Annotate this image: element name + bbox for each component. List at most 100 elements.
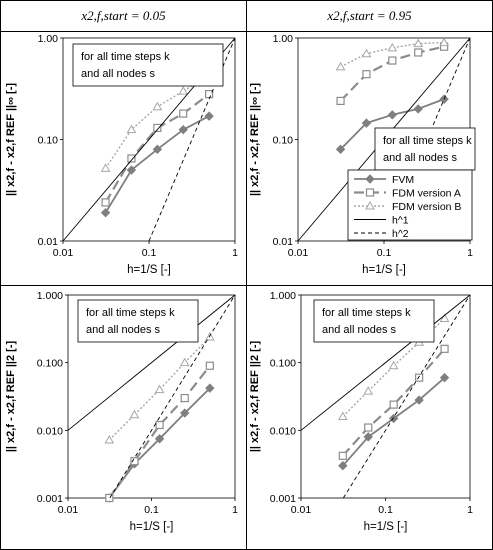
x-axis-label: h=1/S [-] bbox=[127, 264, 171, 276]
annotation-frame bbox=[77, 299, 199, 343]
legend-marker bbox=[365, 174, 375, 184]
data-point-fvm bbox=[335, 144, 346, 155]
data-point-fdm-version-b bbox=[178, 86, 189, 95]
data-point-fdm-version-b bbox=[388, 360, 399, 370]
legend-marker bbox=[365, 188, 375, 197]
data-point-fdm-version-b bbox=[439, 37, 449, 47]
series-line-fdm-version-a bbox=[339, 45, 445, 102]
data-point-fvm bbox=[387, 110, 398, 120]
data-point-fdm-version-a bbox=[415, 373, 424, 382]
annotation-text: for all time steps k bbox=[383, 135, 472, 147]
y-tick-label: 0.001 bbox=[37, 493, 63, 505]
annotation-box: for all time steps k and all nodes s bbox=[77, 299, 199, 343]
annotation-text: and all nodes s bbox=[322, 324, 396, 336]
data-point-fvm bbox=[154, 434, 165, 444]
x-tick-label: 1 bbox=[232, 504, 238, 516]
x-tick-label: 1 bbox=[467, 504, 473, 516]
legend-label: h^2 bbox=[392, 228, 409, 240]
x-tick-label: 1 bbox=[232, 247, 238, 259]
annotation-box: for all time steps k and all nodes s bbox=[374, 127, 476, 171]
chart-bottom-left: 0.01 0.1 1 0.001 0.010 0.100 1.000 for all time… bbox=[5, 290, 238, 533]
data-point-fdm-version-b bbox=[439, 313, 450, 322]
x-axis-label: h=1/S [-] bbox=[364, 521, 408, 533]
y-tick-label: 1.000 bbox=[37, 290, 63, 302]
data-point-fdm-version-a bbox=[336, 96, 345, 106]
x-tick-label: 1 bbox=[467, 247, 473, 259]
data-point-fdm-version-a bbox=[388, 56, 397, 65]
header-cell-right bbox=[246, 0, 493, 32]
series-line-fdm-version-b bbox=[108, 336, 211, 441]
data-point-fdm-version-b bbox=[129, 409, 140, 419]
y-tick-label: 0.100 bbox=[37, 358, 63, 370]
data-point-fvm bbox=[204, 111, 214, 121]
header-left: x2,f,start = 0.05 bbox=[81, 8, 166, 23]
data-point-fdm-version-a bbox=[179, 109, 188, 118]
y-tick-label: 1.000 bbox=[270, 290, 296, 302]
y-axis-label: || x2,f - x2,f REF ||∞ [-] bbox=[249, 83, 261, 196]
data-point-fdm-version-a bbox=[389, 400, 398, 409]
legend-label: h^1 bbox=[392, 215, 409, 227]
series-line-fdm-version-a bbox=[108, 365, 211, 499]
x-axis-label: h=1/S [-] bbox=[362, 264, 406, 276]
data-point-fvm bbox=[205, 383, 215, 393]
y-tick-label: 0.010 bbox=[37, 425, 63, 437]
annotation-text: for all time steps k bbox=[322, 307, 411, 319]
x-tick-label: 0.01 bbox=[291, 504, 312, 516]
annotation-text: and all nodes s bbox=[383, 152, 457, 164]
series-line-h-1 bbox=[67, 294, 236, 431]
y-tick-label: 0.10 bbox=[273, 135, 294, 147]
data-point-fdm-version-a bbox=[155, 420, 164, 430]
data-point-fdm-version-a bbox=[205, 90, 214, 99]
data-point-fdm-version-b bbox=[126, 124, 137, 134]
y-tick-label: 0.10 bbox=[38, 135, 59, 147]
legend-label: FVM bbox=[392, 174, 414, 186]
data-point-fdm-version-a bbox=[364, 423, 373, 432]
y-axis-label: || x2,f - x2,f REF ||2 [-] bbox=[5, 341, 17, 453]
data-point-fdm-version-b bbox=[413, 38, 424, 48]
data-point-fdm-version-b bbox=[179, 357, 190, 367]
data-point-fdm-version-a bbox=[205, 361, 214, 370]
data-point-fvm bbox=[100, 207, 111, 218]
data-point-fdm-version-a bbox=[130, 457, 139, 466]
y-axis-label: || x2,f - x2,f REF ||∞ [-] bbox=[5, 83, 17, 196]
legend-marker bbox=[365, 200, 375, 210]
data-point-fdm-version-b bbox=[337, 411, 348, 421]
annotation-text: for all time steps k bbox=[86, 307, 175, 319]
annotation-frame bbox=[72, 43, 224, 87]
data-point-fdm-version-a bbox=[105, 493, 114, 503]
data-point-fvm bbox=[126, 165, 137, 175]
y-tick-label: 0.010 bbox=[270, 425, 296, 437]
x-tick-label: 0.1 bbox=[377, 247, 392, 259]
series-line-h-1 bbox=[300, 294, 471, 431]
data-point-fvm bbox=[180, 408, 190, 418]
data-point-fvm bbox=[178, 124, 188, 135]
annotation-text: and all nodes s bbox=[81, 68, 155, 80]
data-point-fdm-version-a bbox=[440, 344, 449, 353]
annotation-box: for all time steps k and all nodes s bbox=[313, 299, 435, 343]
y-tick-label: 1.00 bbox=[273, 33, 294, 45]
y-tick-label: 0.01 bbox=[38, 236, 59, 248]
data-point-fvm bbox=[414, 395, 424, 405]
header-cell-left bbox=[0, 0, 247, 32]
chart-top-right: 0.01 0.1 1 0.01 0.10 1.00 for all time steps k… bbox=[249, 33, 476, 276]
data-point-fdm-version-b bbox=[361, 48, 372, 58]
data-point-fdm-version-b bbox=[363, 386, 374, 395]
y-axis-label: || x2,f - x2,f REF ||2 [-] bbox=[249, 341, 261, 453]
data-point-fdm-version-a bbox=[338, 451, 347, 460]
x-tick-label: 0.01 bbox=[288, 247, 309, 259]
x-tick-label: 0.1 bbox=[142, 247, 157, 259]
header-right: x2,f,start = 0.95 bbox=[327, 8, 412, 23]
data-point-fdm-version-b bbox=[152, 101, 163, 111]
series-line-h-2 bbox=[342, 294, 471, 499]
chart-top-left: 0.01 0.1 1 0.01 0.10 1.00 for all time steps k… bbox=[5, 33, 238, 276]
data-point-fdm-version-a bbox=[362, 70, 371, 79]
x-tick-label: 0.1 bbox=[378, 504, 393, 516]
y-tick-label: 0.001 bbox=[270, 493, 296, 505]
data-point-fvm bbox=[338, 461, 348, 471]
data-point-fvm bbox=[413, 104, 423, 114]
data-point-fdm-version-a bbox=[153, 123, 162, 133]
x-tick-label: 0.01 bbox=[53, 247, 74, 259]
legend-label: FDM version B bbox=[392, 201, 461, 213]
